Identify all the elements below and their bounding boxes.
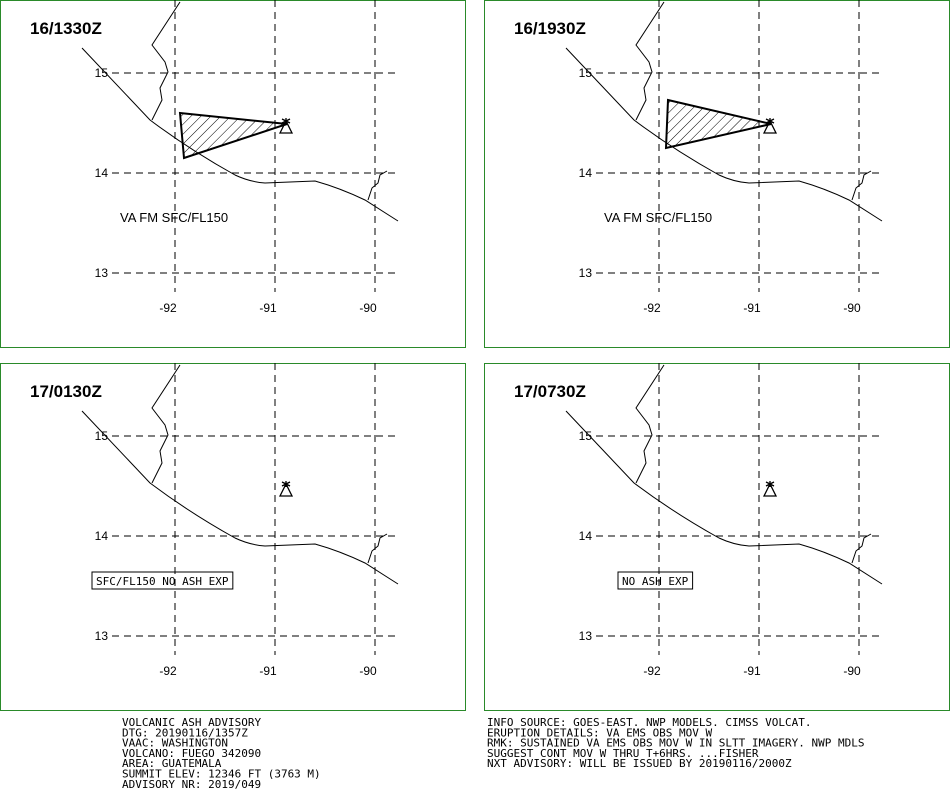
advisory-line: VOLCANO: FUEGO 342090 xyxy=(122,747,261,760)
lon-label: -92 xyxy=(159,664,177,678)
border xyxy=(151,1,181,121)
volcano xyxy=(278,118,294,134)
lat-label: 13 xyxy=(579,629,593,643)
advisory-line: SUMMIT ELEV: 12346 FT (3763 M) xyxy=(122,768,321,781)
lat-label: 14 xyxy=(95,166,109,180)
map-panel: 17/0730Z 15 14 13 -92 -91 -90 NO ASH EXP xyxy=(484,363,950,711)
lon-label: -91 xyxy=(743,301,761,315)
advisory-line: DTG: 20190116/1357Z xyxy=(122,726,248,739)
map-panel: 16/1330Z 15 14 13 -92 -91 -90 VA FM SFC/FL150 xyxy=(0,0,466,348)
lat-label: 14 xyxy=(95,529,109,543)
panel-time: 16/1930Z xyxy=(514,19,586,38)
lon-label: -91 xyxy=(259,664,277,678)
lon-label: -92 xyxy=(643,664,661,678)
lon-label: -92 xyxy=(159,301,177,315)
lat-label: 13 xyxy=(95,629,109,643)
panel-border xyxy=(0,363,466,711)
advisory-line: INFO SOURCE: GOES-EAST. NWP MODELS. CIMS… xyxy=(487,716,812,729)
panel-time: 17/0730Z xyxy=(514,382,586,401)
border xyxy=(851,533,872,564)
ash-annotation: VA FM SFC/FL150 xyxy=(120,210,228,225)
advisory-line: VOLCANIC ASH ADVISORY xyxy=(122,716,261,729)
lon-label: -91 xyxy=(743,664,761,678)
annotation-box xyxy=(91,571,234,590)
border xyxy=(367,533,388,564)
volcano xyxy=(762,118,778,134)
border xyxy=(635,364,665,484)
panel-border xyxy=(0,0,466,348)
lat-label: 15 xyxy=(579,429,593,443)
lat-label: 14 xyxy=(579,529,593,543)
border xyxy=(851,170,872,201)
lon-label: -90 xyxy=(359,664,377,678)
border xyxy=(635,1,665,121)
panel-time: 16/1330Z xyxy=(30,19,102,38)
volcano xyxy=(762,481,778,497)
annotation-box xyxy=(617,571,694,590)
coastline xyxy=(81,410,399,585)
lat-label: 13 xyxy=(95,266,109,280)
coastline xyxy=(565,410,883,585)
border xyxy=(151,364,181,484)
ash-area xyxy=(664,98,772,150)
advisory-line: NXT ADVISORY: WILL BE ISSUED BY 20190116… xyxy=(487,757,792,770)
lat-label: 15 xyxy=(579,66,593,80)
advisory-line: ADVISORY NR: 2019/049 xyxy=(122,778,261,791)
lon-label: -90 xyxy=(843,301,861,315)
advisory-line: AREA: GUATEMALA xyxy=(122,757,222,770)
advisory-line: SUGGEST CONT MOV W THRU T+6HRS. ...FISHE… xyxy=(487,747,759,760)
coastline xyxy=(81,47,399,222)
lon-label: -91 xyxy=(259,301,277,315)
map-panel: 17/0130Z 15 14 13 -92 -91 -90 SFC/FL150 NO ASH … xyxy=(0,363,466,711)
ash-annotation: VA FM SFC/FL150 xyxy=(604,210,712,225)
ash-annotation: SFC/FL150 NO ASH EXP xyxy=(96,575,229,588)
volcano xyxy=(278,481,294,497)
lat-label: 15 xyxy=(95,66,109,80)
ash-area xyxy=(178,111,288,160)
lon-label: -90 xyxy=(359,301,377,315)
ash-annotation: NO ASH EXP xyxy=(622,575,689,588)
lat-label: 13 xyxy=(579,266,593,280)
panel-time: 17/0130Z xyxy=(30,382,102,401)
lat-label: 14 xyxy=(579,166,593,180)
coastline xyxy=(565,47,883,222)
advisory-line: VAAC: WASHINGTON xyxy=(122,737,228,750)
advisory-line: RMK: SUSTAINED VA EMS OBS MOV W IN SLTT … xyxy=(487,737,865,750)
lon-label: -92 xyxy=(643,301,661,315)
border xyxy=(367,170,388,201)
lat-label: 15 xyxy=(95,429,109,443)
map-panel: 16/1930Z 15 14 13 -92 -91 -90 VA FM SFC/FL150 xyxy=(484,0,950,348)
advisory-line: ERUPTION DETAILS: VA EMS OBS MOV W xyxy=(487,726,713,739)
lon-label: -90 xyxy=(843,664,861,678)
